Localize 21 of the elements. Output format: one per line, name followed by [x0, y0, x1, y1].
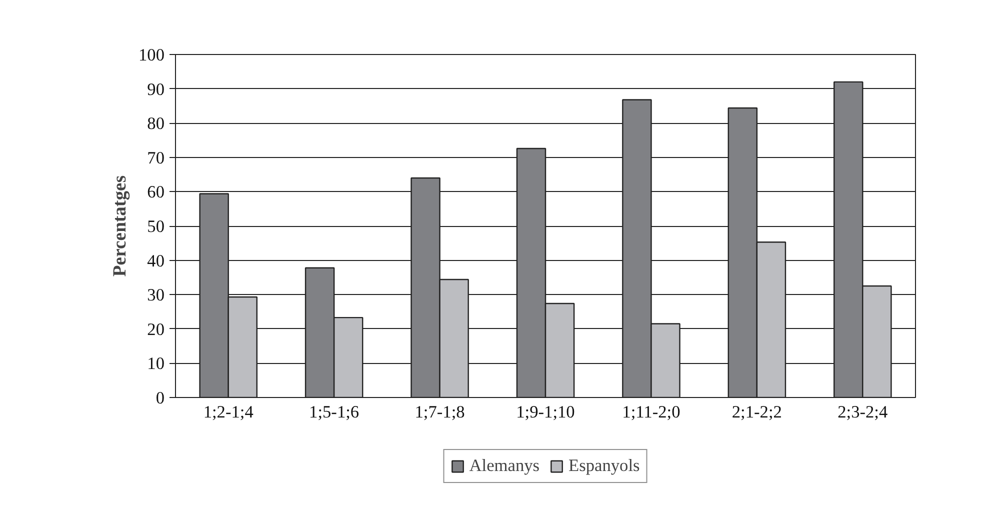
y-tick-label: 100 — [138, 46, 165, 64]
x-tick-label: 1;9-1;10 — [516, 402, 575, 422]
y-axis-title: Percentatges — [110, 175, 131, 277]
y-tick-label: 10 — [147, 354, 164, 374]
y-tick-label: 80 — [147, 114, 164, 134]
y-tick-label: 50 — [147, 217, 164, 236]
x-tick-label: 1;5-1;6 — [309, 402, 360, 422]
legend-label: Espanyols — [568, 456, 640, 476]
y-tick-label: 0 — [156, 388, 165, 408]
x-tick-label: 1;11-2;0 — [622, 402, 680, 422]
x-tick-label: 2;1-2;2 — [732, 402, 782, 422]
y-tick-label: 70 — [147, 148, 164, 168]
x-tick-label: 1;2-1;4 — [203, 402, 254, 422]
y-tick-label: 90 — [147, 80, 164, 99]
x-tick-label: 1;7-1;8 — [414, 402, 465, 422]
x-tick-label: 2;3-2;4 — [838, 402, 888, 422]
y-tick-label: 30 — [147, 286, 164, 305]
y-tick-label: 40 — [147, 251, 164, 270]
y-tick-label: 20 — [147, 320, 164, 339]
legend-label: Alemanys — [469, 456, 540, 476]
y-tick-label: 60 — [147, 182, 164, 202]
